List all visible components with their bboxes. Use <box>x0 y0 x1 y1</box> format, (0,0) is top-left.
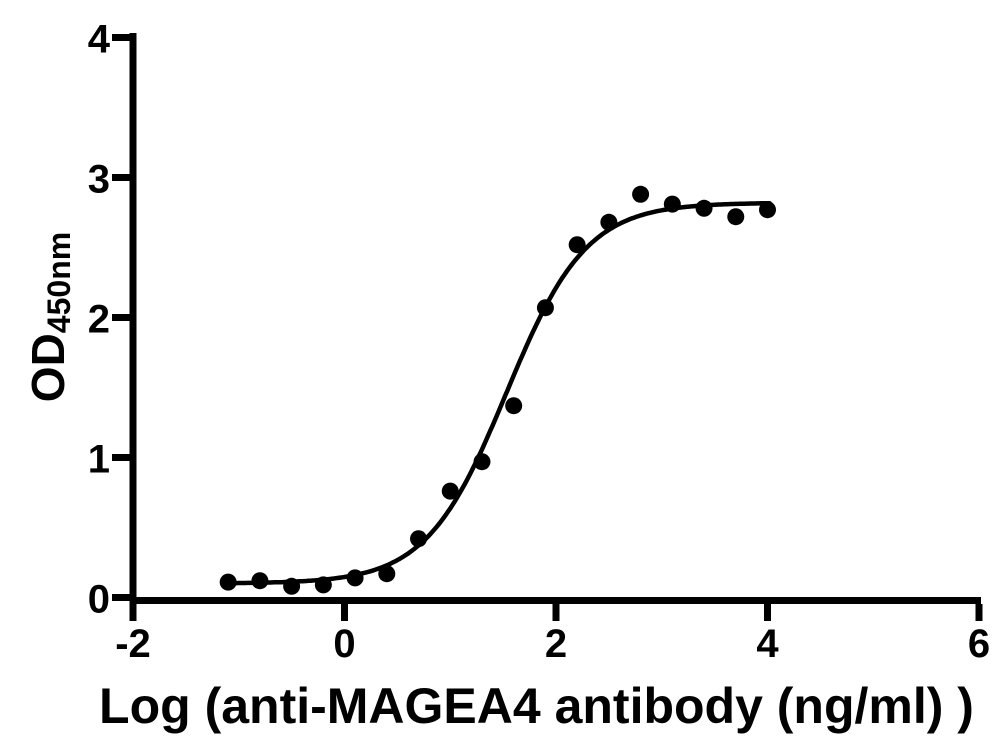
data-point <box>663 195 681 213</box>
data-point <box>568 236 586 254</box>
x-tick-label: 6 <box>968 622 990 666</box>
data-point <box>505 397 523 415</box>
y-axis-title-subscript: 450nm <box>40 231 77 334</box>
y-axis-title-main: OD <box>22 333 75 403</box>
data-point <box>536 299 554 317</box>
data-point <box>632 185 650 203</box>
y-tick-label: 0 <box>88 578 110 622</box>
data-point <box>759 201 776 219</box>
y-tick-label: 4 <box>88 18 111 62</box>
data-point <box>378 565 396 583</box>
data-point <box>346 569 364 587</box>
data-point <box>600 213 618 231</box>
data-point <box>695 199 713 217</box>
data-point <box>219 573 237 591</box>
x-tick-label: 2 <box>545 622 567 666</box>
x-axis-title: Log (anti-MAGEA4 antibody (ng/ml) ) <box>99 678 974 734</box>
data-point <box>410 530 428 548</box>
data-point <box>473 453 491 471</box>
y-tick-label: 3 <box>88 158 110 202</box>
fit-curve <box>223 200 772 586</box>
y-tick-label: 2 <box>88 298 110 342</box>
x-tick-label: 4 <box>756 622 779 666</box>
y-tick-label: 1 <box>88 438 110 482</box>
y-axis-title: OD450nm <box>22 231 77 403</box>
data-point <box>441 482 459 500</box>
x-tick-label: 0 <box>333 622 355 666</box>
x-tick-label: -2 <box>115 622 151 666</box>
data-point <box>727 208 745 226</box>
data-point <box>251 572 269 590</box>
data-point <box>283 577 301 595</box>
data-point <box>314 576 332 594</box>
